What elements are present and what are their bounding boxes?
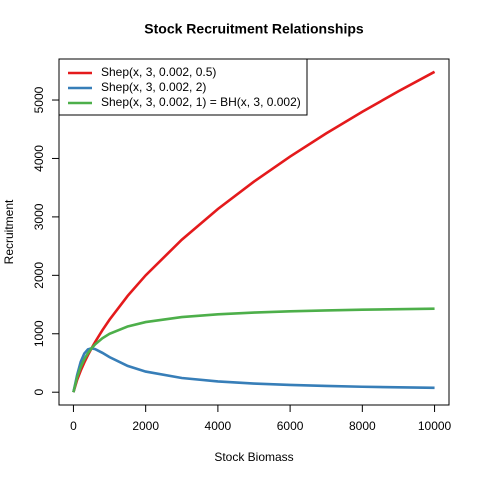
legend-box [58,58,308,116]
legend-label: Shep(x, 3, 0.002, 1) = BH(x, 3, 0.002) [101,95,301,109]
x-tick-label: 2000 [132,419,159,433]
x-tick-label: 6000 [277,419,304,433]
y-tick-label: 2000 [32,262,46,289]
y-tick-label: 0 [32,389,46,396]
series-line [72,307,435,393]
y-tick-label: 3000 [32,203,46,230]
series-line [72,70,436,393]
x-tick-label: 8000 [349,419,376,433]
chart-title: Stock Recruitment Relationships [144,21,364,37]
x-tick-label: 4000 [205,419,232,433]
x-tick-label: 10000 [418,419,452,433]
legend-label: Shep(x, 3, 0.002, 0.5) [101,65,216,79]
x-axis-label: Stock Biomass [214,450,293,464]
y-axis-label: Recruitment [2,199,16,264]
legend-label: Shep(x, 3, 0.002, 2) [101,80,206,94]
y-tick-label: 4000 [32,145,46,172]
y-tick-label: 1000 [32,320,46,347]
x-tick-label: 0 [70,419,77,433]
series-line [72,347,435,393]
y-tick-label: 5000 [32,86,46,113]
